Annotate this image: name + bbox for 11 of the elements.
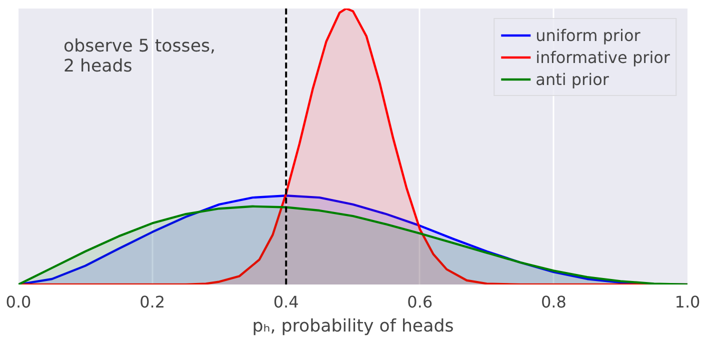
x-tick-label: 0.2 bbox=[140, 292, 166, 312]
legend-label: uniform prior bbox=[536, 26, 640, 44]
x-tick-label: 0.8 bbox=[540, 292, 566, 312]
x-tick-label: 0.4 bbox=[273, 292, 299, 312]
x-tick-label: 0.6 bbox=[407, 292, 433, 312]
x-axis-title: pₕ, probability of heads bbox=[252, 316, 454, 336]
x-tick-label: 0.0 bbox=[6, 292, 32, 312]
x-tick-label: 1.0 bbox=[674, 292, 700, 312]
legend-label: anti prior bbox=[536, 70, 609, 88]
legend-label: informative prior bbox=[536, 48, 670, 66]
annotation: observe 5 tosses, 2 heads bbox=[64, 36, 216, 76]
